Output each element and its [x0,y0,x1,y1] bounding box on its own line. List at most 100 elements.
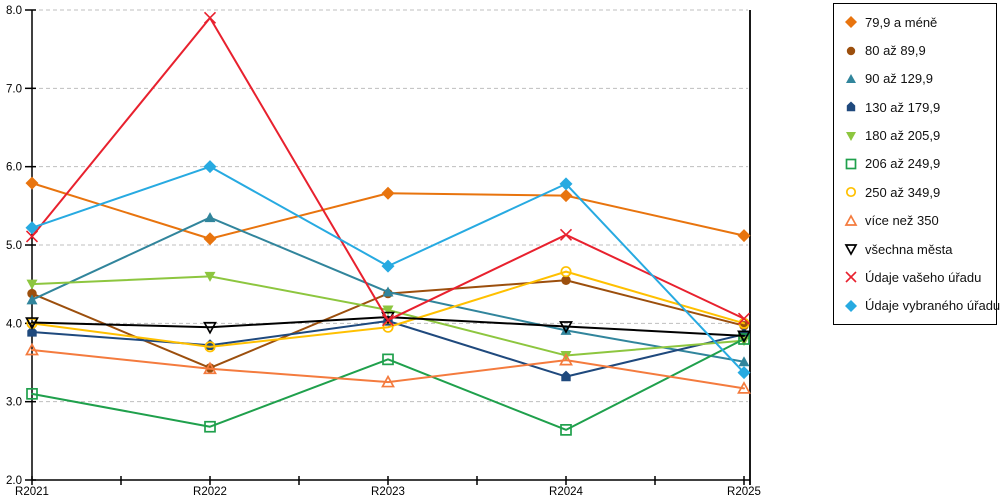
triangle-down-icon [844,242,858,256]
diamond-marker-icon [845,16,857,29]
triangle-up-marker-icon [25,342,39,356]
diamond-marker-icon [25,176,39,190]
triangle-up-icon [844,72,858,86]
y-tick-label: 7.0 [6,83,22,95]
legend-label: více než 350 [865,213,939,229]
legend-item: 130 až 179,9 [844,100,996,115]
triangle-up-marker-icon [382,286,394,297]
triangle-up-marker-icon [560,324,572,335]
x-tick-label: R2021 [15,486,49,498]
diamond-marker-icon [559,177,573,191]
legend-label: 90 až 129,9 [865,71,933,87]
legend-label: 180 až 205,9 [865,128,941,144]
triangle-down-marker-icon [559,321,573,334]
diamond-marker-icon [845,299,857,312]
series-line-8 [31,316,745,337]
triangle-up-marker-icon [381,374,395,388]
legend-item: všechna města [844,242,996,257]
triangle-up-marker-icon [559,352,573,366]
legend-label: 130 až 179,9 [865,99,941,115]
chart-legend: 79,9 a méně 80 až 89,9 90 až 129,9 130 až 1… [833,3,1000,325]
legend-label: 80 až 89,9 [865,43,926,59]
x-marker-icon [845,271,857,283]
diamond-marker-icon [559,189,573,203]
circle-marker-icon [204,341,216,353]
series-line-7 [31,348,745,390]
legend-item: více než 350 [844,213,996,228]
x-tick-label: R2025 [727,486,761,498]
pentagon-marker-icon [846,101,856,112]
triangle-down-marker-icon [844,244,858,256]
y-tick-label: 8.0 [6,5,22,17]
diamond-marker-icon [381,186,395,200]
triangle-up-marker-icon [26,294,38,305]
y-tick-label: 2.0 [6,475,22,487]
triangle-down-marker-icon [26,279,38,290]
series-line-6 [31,270,745,348]
legend-item: 250 až 349,9 [844,185,996,200]
legend-label: Údaje vašeho úřadu [865,269,982,285]
diamond-marker-icon [203,160,217,174]
triangle-up-marker-icon [203,361,217,375]
triangle-up-icon [844,213,858,228]
y-tick-label: 6.0 [6,162,22,174]
legend-label: Údaje vybraného úřadu [865,298,1000,314]
legend-item: 206 až 249,9 [844,156,996,171]
legend-label: 79,9 a méně [865,14,938,30]
pentagon-marker-icon [27,325,37,337]
triangle-down-icon [844,129,858,143]
circle-marker-icon [845,187,857,198]
triangle-down-marker-icon [382,305,394,316]
x-marker-icon [737,312,751,325]
triangle-up-marker-icon [738,356,750,367]
y-tick-label: 3.0 [6,397,22,409]
square-marker-icon [738,333,750,345]
x-tick-label: R2023 [371,486,405,498]
diamond-marker-icon [203,232,217,246]
circle-icon [844,44,858,58]
diamond-marker-icon [737,366,751,380]
triangle-down-marker-icon [204,271,216,282]
legend-item: Údaje vybraného úřadu [844,298,1000,313]
pentagon-marker-icon [561,370,571,382]
x-tick-label: R2024 [549,486,583,498]
triangle-up-marker-icon [846,73,856,83]
diamond-marker-icon [381,259,395,273]
legend-label: 206 až 249,9 [865,156,941,172]
triangle-up-marker-icon [844,213,858,226]
circle-marker-icon [560,266,572,278]
square-marker-icon [845,158,857,170]
circle-icon [844,185,858,199]
diamond-icon [844,299,858,313]
legend-item: 90 až 129,9 [844,71,996,86]
square-marker-icon [382,353,394,366]
triangle-down-marker-icon [846,131,856,141]
y-tick-label: 4.0 [6,318,22,330]
legend-label: všechna města [865,241,953,257]
legend-item: 180 až 205,9 [844,128,996,143]
circle-marker-icon [561,275,571,285]
series-line-9 [31,16,745,322]
diamond-marker-icon [737,229,751,243]
triangle-down-marker-icon [737,330,751,344]
x-marker-icon [203,11,217,24]
legend-item: Údaje vašeho úřadu [844,270,996,285]
square-marker-icon [204,420,216,433]
square-marker-icon [26,387,38,400]
triangle-up-marker-icon [204,212,216,223]
x-marker-icon [559,228,573,241]
square-marker-icon [560,424,572,436]
triangle-up-marker-icon [737,381,751,394]
circle-marker-icon [27,288,37,299]
legend-item: 79,9 a méně [844,15,996,30]
triangle-down-marker-icon [203,321,217,335]
diamond-marker-icon [25,221,39,235]
legend-item: 80 až 89,9 [844,43,996,58]
diamond-icon [844,15,858,29]
x-tick-label: R2022 [193,486,227,498]
square-icon [844,157,858,171]
y-tick-label: 5.0 [6,240,22,252]
x-marker-icon [381,314,395,327]
